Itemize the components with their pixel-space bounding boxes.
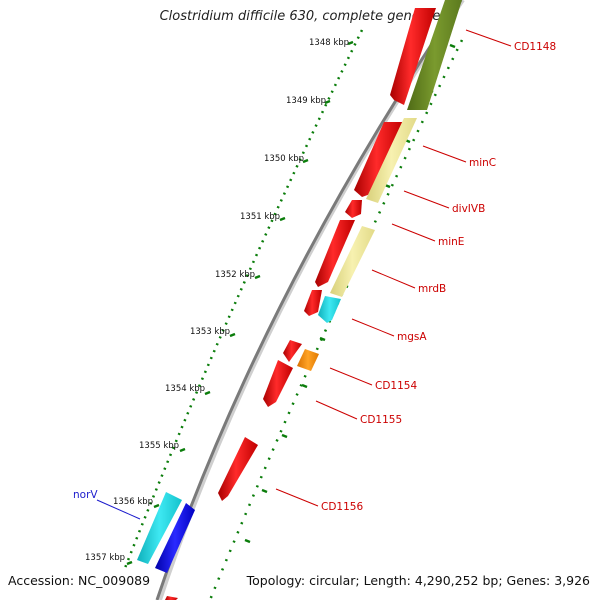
tick-label-1352: 1352 kbp xyxy=(215,270,255,280)
gene-cd1154-feature[interactable] xyxy=(283,340,302,362)
gene-label-cd1155[interactable]: CD1155 xyxy=(360,414,402,426)
accession-text: Accession: NC_009089 xyxy=(8,573,151,588)
gene-label-minC[interactable]: minC xyxy=(469,157,496,169)
gene-minC-feature[interactable] xyxy=(354,122,404,197)
gene-mrdB-feature[interactable] xyxy=(304,290,322,316)
leader-mrdB xyxy=(371,269,416,289)
leader-cd1154 xyxy=(329,367,373,386)
gene-label-minE[interactable]: minE xyxy=(438,236,464,248)
tick-mark-1357 xyxy=(126,560,133,566)
gene-cd1156-feature[interactable] xyxy=(218,437,258,501)
leader-minC xyxy=(422,145,467,163)
tick-label-1349: 1349 kbp xyxy=(286,96,326,106)
tick-mark-1353 xyxy=(229,332,236,338)
tick-mark-1352 xyxy=(254,274,261,280)
gene-label-norV[interactable]: norV xyxy=(73,489,98,501)
tick-label-1354: 1354 kbp xyxy=(165,384,205,394)
tick-label-1357: 1357 kbp xyxy=(85,553,125,563)
gene-blue-feature[interactable] xyxy=(155,503,195,573)
gene-orange-feature[interactable] xyxy=(297,349,319,371)
gene-minE-feature[interactable] xyxy=(315,220,355,287)
gene-cd1148-feature[interactable] xyxy=(390,8,436,105)
leader-mgsA xyxy=(351,318,395,337)
scale-tick-marks xyxy=(126,40,354,566)
tick-label-1348: 1348 kbp xyxy=(309,38,349,48)
leader-norV xyxy=(96,499,141,520)
leader-cd1156 xyxy=(275,488,319,507)
map-title: Clostridium difficile 630, complete geno… xyxy=(159,9,441,24)
gene-label-mgsA[interactable]: mgsA xyxy=(397,331,427,343)
gene-divIVB-feature[interactable] xyxy=(345,200,362,218)
tick-mark-1349 xyxy=(324,99,331,105)
gene-label-mrdB[interactable]: mrdB xyxy=(418,283,446,295)
colored-features xyxy=(137,0,462,573)
gene-label-cd1156[interactable]: CD1156 xyxy=(321,501,363,513)
tick-label-1356: 1356 kbp xyxy=(113,497,153,507)
tick-label-1355: 1355 kbp xyxy=(139,441,179,451)
tick-mark-1348 xyxy=(347,40,354,46)
scale-dotted-line xyxy=(123,29,364,569)
inner-dotted-track xyxy=(208,39,464,600)
genome-summary-text: Topology: circular; Length: 4,290,252 bp… xyxy=(246,573,590,588)
tick-mark-1354 xyxy=(204,390,211,396)
forward-strand-features xyxy=(165,8,436,600)
gene-label-cd1148[interactable]: CD1148 xyxy=(514,41,556,53)
tick-mark-1350 xyxy=(302,158,309,164)
label-leader-lines xyxy=(96,29,512,520)
tick-label-1353: 1353 kbp xyxy=(190,327,230,337)
gene-yellow-feature-minE[interactable] xyxy=(330,226,375,297)
gene-mgsA-feature[interactable] xyxy=(318,296,341,323)
gene-label-cd1154[interactable]: CD1154 xyxy=(375,380,417,392)
tick-mark-1351 xyxy=(279,216,286,222)
leader-minE xyxy=(391,223,436,242)
leader-cd1148 xyxy=(465,29,512,47)
leader-cd1155 xyxy=(315,400,358,420)
gene-label-divIVB[interactable]: divIVB xyxy=(452,203,485,215)
leader-divIVB xyxy=(403,190,450,209)
gene-yellow-feature-minC[interactable] xyxy=(366,118,417,203)
tick-label-1351: 1351 kbp xyxy=(240,212,280,222)
gene-cd1155-feature[interactable] xyxy=(263,360,293,407)
gene-olive-feature[interactable] xyxy=(407,0,462,110)
tick-mark-1355 xyxy=(179,447,186,453)
tick-mark-1356 xyxy=(153,503,160,509)
tick-label-1350: 1350 kbp xyxy=(264,154,304,164)
gene-red-partial-feature[interactable] xyxy=(165,596,178,600)
gene-norV-feature[interactable] xyxy=(137,492,182,564)
